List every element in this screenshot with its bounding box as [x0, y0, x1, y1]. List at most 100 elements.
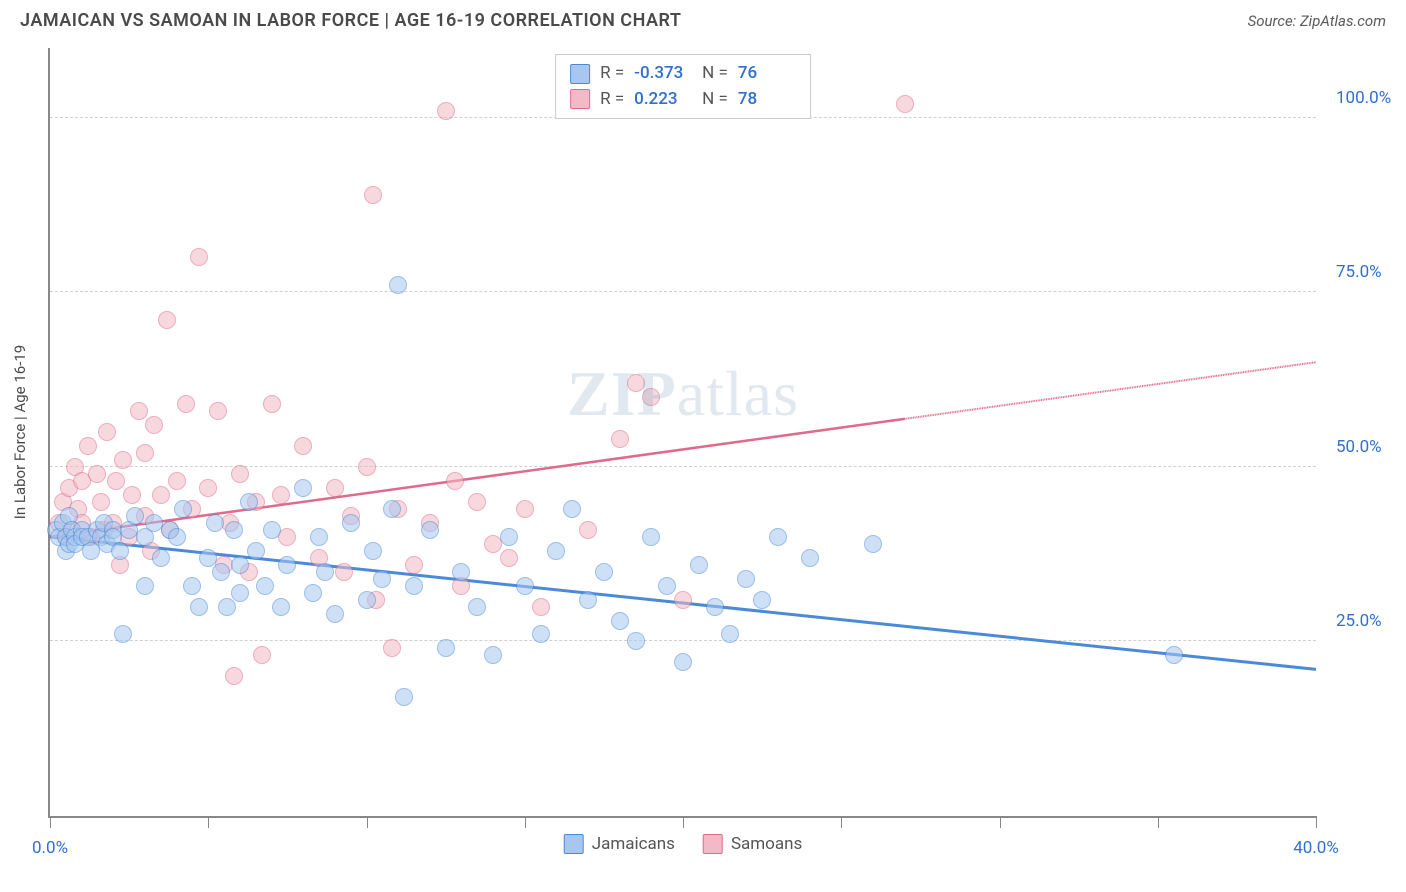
x-tick-label: 0.0%: [32, 838, 68, 858]
plot-area: 25.0%50.0%75.0%100.0%0.0%40.0%: [50, 48, 1316, 816]
data-point: [516, 500, 534, 518]
chart-title: JAMAICAN VS SAMOAN IN LABOR FORCE | AGE …: [20, 10, 681, 31]
data-point: [627, 374, 645, 392]
data-point: [753, 591, 771, 609]
data-point: [658, 577, 676, 595]
x-tick: [1316, 816, 1317, 828]
data-point: [335, 563, 353, 581]
data-point: [88, 465, 106, 483]
data-point: [130, 402, 148, 420]
data-point: [114, 451, 132, 469]
data-point: [468, 493, 486, 511]
data-point: [212, 563, 230, 581]
y-axis-label: In Labor Force | Age 16-19: [11, 345, 29, 519]
y-tick-label: 25.0%: [1336, 611, 1382, 631]
trend-lines: [50, 48, 1316, 816]
r-label: R =: [600, 61, 624, 87]
data-point: [136, 577, 154, 595]
data-point: [107, 472, 125, 490]
data-point: [864, 535, 882, 553]
data-point: [145, 416, 163, 434]
legend-label: Jamaicans: [592, 834, 675, 854]
data-point: [294, 437, 312, 455]
data-point: [769, 528, 787, 546]
data-point: [158, 311, 176, 329]
data-point: [611, 430, 629, 448]
data-point: [168, 472, 186, 490]
data-point: [190, 598, 208, 616]
data-point: [706, 598, 724, 616]
data-point: [579, 521, 597, 539]
legend-swatch: [570, 89, 590, 109]
x-tick-label: 40.0%: [1293, 838, 1339, 858]
data-point: [272, 486, 290, 504]
r-value: -0.373: [634, 61, 692, 87]
data-point: [111, 542, 129, 560]
data-point: [278, 556, 296, 574]
data-point: [199, 479, 217, 497]
data-point: [253, 646, 271, 664]
data-point: [383, 500, 401, 518]
data-point: [642, 528, 660, 546]
data-point: [209, 402, 227, 420]
n-value: 76: [738, 61, 796, 87]
data-point: [240, 493, 258, 511]
data-point: [316, 563, 334, 581]
data-point: [500, 528, 518, 546]
n-label: N =: [702, 87, 728, 113]
data-point: [405, 577, 423, 595]
data-point: [304, 584, 322, 602]
data-point: [174, 500, 192, 518]
n-label: N =: [702, 61, 728, 87]
y-tick-label: 75.0%: [1336, 262, 1382, 282]
data-point: [896, 95, 914, 113]
data-point: [395, 688, 413, 706]
data-point: [310, 528, 328, 546]
n-value: 78: [738, 87, 796, 113]
x-tick: [841, 816, 842, 828]
data-point: [206, 514, 224, 532]
data-point: [225, 667, 243, 685]
data-point: [272, 598, 290, 616]
correlation-scatter-chart: In Labor Force | Age 16-19 25.0%50.0%75.…: [48, 48, 1316, 818]
data-point: [263, 521, 281, 539]
data-point: [801, 549, 819, 567]
data-point: [278, 528, 296, 546]
data-point: [500, 549, 518, 567]
data-point: [218, 598, 236, 616]
x-tick: [1158, 816, 1159, 828]
data-point: [225, 521, 243, 539]
x-tick: [50, 816, 51, 828]
data-point: [579, 591, 597, 609]
data-point: [247, 542, 265, 560]
data-point: [326, 605, 344, 623]
data-point: [168, 528, 186, 546]
data-point: [690, 556, 708, 574]
data-point: [294, 479, 312, 497]
legend-stat-row: R = -0.373 N = 76: [570, 61, 796, 87]
data-point: [190, 248, 208, 266]
data-point: [389, 276, 407, 294]
data-point: [383, 639, 401, 657]
data-point: [642, 388, 660, 406]
data-point: [364, 186, 382, 204]
data-point: [364, 542, 382, 560]
data-point: [231, 556, 249, 574]
data-point: [421, 521, 439, 539]
data-point: [358, 458, 376, 476]
data-point: [98, 423, 116, 441]
legend-item: Jamaicans: [564, 834, 675, 854]
data-point: [373, 570, 391, 588]
data-point: [152, 486, 170, 504]
legend-label: Samoans: [731, 834, 802, 854]
data-point: [437, 639, 455, 657]
data-point: [1165, 646, 1183, 664]
data-point: [446, 472, 464, 490]
data-point: [532, 625, 550, 643]
data-point: [468, 598, 486, 616]
data-point: [452, 563, 470, 581]
data-point: [405, 556, 423, 574]
x-tick: [208, 816, 209, 828]
data-point: [256, 577, 274, 595]
data-point: [595, 563, 613, 581]
